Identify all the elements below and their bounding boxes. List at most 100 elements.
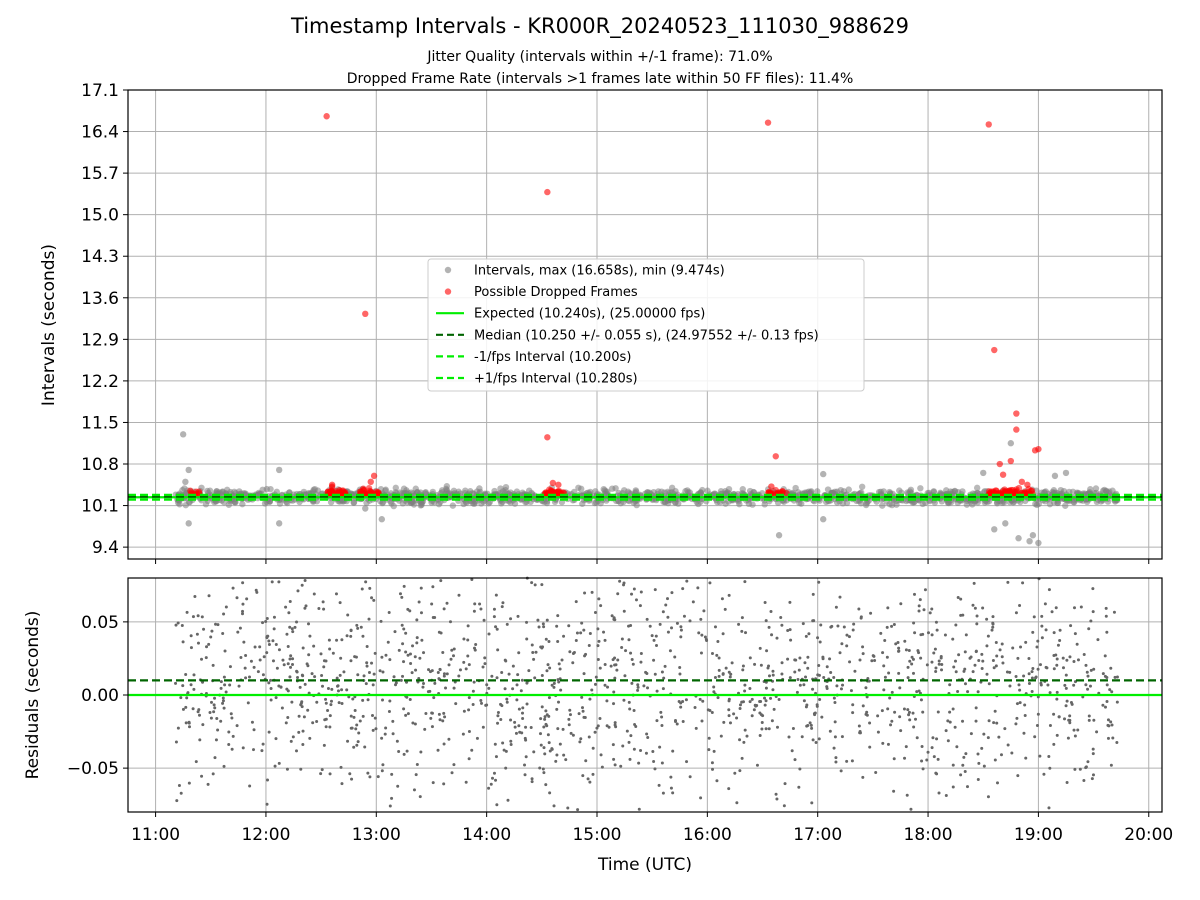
residual-point xyxy=(338,601,342,605)
residual-point xyxy=(353,708,357,712)
residual-point xyxy=(767,727,771,731)
residual-point xyxy=(639,590,643,594)
residual-point xyxy=(1010,751,1014,755)
residual-point xyxy=(328,647,332,651)
residual-point xyxy=(312,592,316,596)
residual-point xyxy=(634,598,638,602)
residual-point xyxy=(288,600,292,604)
residual-point xyxy=(442,742,446,746)
dropped-frame-point xyxy=(1013,488,1020,495)
residual-point xyxy=(521,716,525,720)
residual-point xyxy=(1039,681,1043,685)
residual-point xyxy=(697,631,701,635)
residual-point xyxy=(462,637,466,641)
residual-point xyxy=(1054,606,1058,610)
residual-point xyxy=(666,597,669,601)
residual-point xyxy=(761,714,765,718)
residual-point xyxy=(525,702,529,706)
residual-point xyxy=(504,766,508,770)
residual-point xyxy=(478,602,482,606)
residual-point xyxy=(646,686,650,690)
residual-point xyxy=(659,710,663,714)
interval-point xyxy=(858,483,866,490)
residual-point xyxy=(587,735,591,739)
residual-point xyxy=(186,691,190,695)
residual-point xyxy=(252,665,256,669)
residual-point xyxy=(197,713,201,717)
residual-point xyxy=(516,673,520,677)
residual-point xyxy=(437,712,441,716)
residual-point xyxy=(324,697,328,701)
residual-point xyxy=(1069,624,1073,628)
residual-point xyxy=(622,698,626,702)
residual-point xyxy=(728,675,732,679)
residual-point xyxy=(430,711,434,715)
dropped-frame-point xyxy=(996,460,1003,468)
residual-point xyxy=(437,630,441,634)
residual-point xyxy=(269,698,273,702)
residual-point xyxy=(397,648,401,652)
residual-point xyxy=(548,666,552,670)
residual-point xyxy=(918,598,922,602)
residual-point xyxy=(879,631,883,635)
residual-point xyxy=(349,659,353,663)
residual-point xyxy=(519,689,523,693)
residual-point xyxy=(326,687,330,691)
residual-point xyxy=(1017,683,1021,687)
residual-point xyxy=(363,745,367,749)
residual-point xyxy=(699,796,703,800)
residual-point xyxy=(666,630,670,634)
residual-point xyxy=(1031,667,1035,671)
residual-point xyxy=(231,734,235,738)
residual-point xyxy=(442,607,446,611)
residual-point xyxy=(419,586,423,590)
residual-point xyxy=(261,742,265,746)
residual-point xyxy=(985,617,989,621)
residual-point xyxy=(973,606,977,610)
residual-point xyxy=(411,644,415,648)
residual-point xyxy=(652,638,656,642)
residual-point xyxy=(834,760,838,764)
residual-point xyxy=(271,659,275,663)
residual-point xyxy=(364,682,368,686)
residual-point xyxy=(869,611,873,615)
residual-point xyxy=(628,707,632,711)
residual-point xyxy=(525,681,529,685)
residual-point xyxy=(806,666,810,670)
residual-point xyxy=(670,591,674,595)
residual-point xyxy=(809,723,813,727)
residual-point xyxy=(579,737,583,741)
residual-point xyxy=(530,777,534,781)
residual-point xyxy=(669,786,673,790)
residual-point xyxy=(490,674,494,678)
residual-point xyxy=(678,672,682,676)
residual-point xyxy=(688,619,692,623)
interval-point xyxy=(350,499,358,506)
residual-point xyxy=(230,716,234,720)
residual-point xyxy=(990,628,994,632)
interval-point xyxy=(973,484,981,492)
residual-point xyxy=(1084,663,1088,667)
interval-point xyxy=(1065,488,1073,496)
residual-point xyxy=(763,601,767,605)
residual-point xyxy=(972,581,976,585)
residual-point xyxy=(361,714,365,718)
residual-point xyxy=(514,731,518,735)
interval-point xyxy=(820,516,827,523)
residual-point xyxy=(373,651,377,655)
interval-point xyxy=(1015,535,1022,542)
interval-point xyxy=(1035,500,1042,508)
residual-point xyxy=(184,672,188,676)
residual-point xyxy=(388,658,392,662)
residual-point xyxy=(787,735,791,739)
residual-point xyxy=(418,656,422,660)
residual-point xyxy=(752,708,756,712)
residual-point xyxy=(187,721,191,725)
residual-point xyxy=(244,676,248,680)
residual-point xyxy=(775,797,779,801)
residual-point xyxy=(518,730,522,734)
residual-point xyxy=(452,647,456,651)
residual-point xyxy=(963,769,967,773)
residual-point xyxy=(1110,723,1114,727)
residual-point xyxy=(661,687,665,691)
